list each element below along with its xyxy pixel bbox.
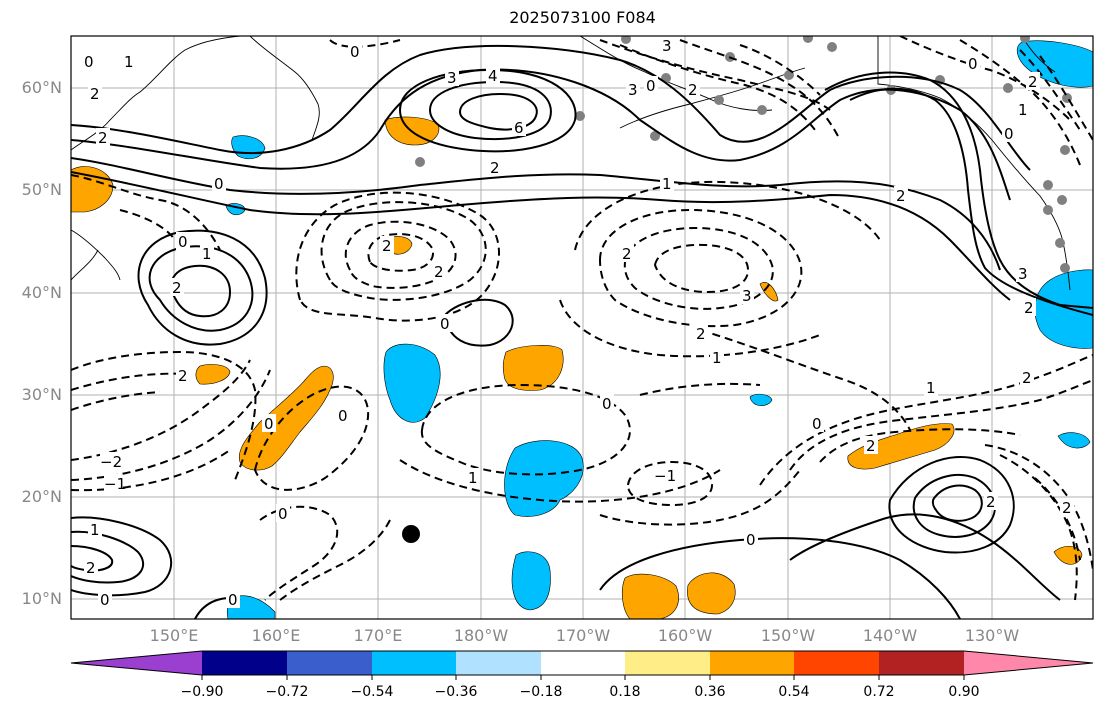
- contour-label: 2: [178, 367, 188, 385]
- contour-label: 0: [228, 591, 238, 609]
- contour-label: 1: [662, 175, 672, 193]
- contour-label: 2: [172, 279, 182, 297]
- colorbar-tick-label: 0.90: [948, 684, 980, 700]
- colorbar-segment: [625, 651, 710, 675]
- lon-label: 150°W: [760, 626, 816, 645]
- lat-label: 60°N: [21, 78, 62, 97]
- contour-label: 0: [350, 43, 360, 61]
- contour-label: 6: [514, 119, 524, 137]
- lon-label: 170°E: [353, 626, 403, 645]
- contour-label: 3: [742, 287, 752, 305]
- colorbar-tick-label: −0.72: [265, 684, 309, 700]
- colorbar-segment: [202, 651, 287, 675]
- contour-label: 2: [1062, 499, 1072, 517]
- graticule: [71, 36, 1093, 619]
- contour-label: 0: [264, 415, 274, 433]
- contour-label: −1: [654, 467, 676, 485]
- lon-label: 140°W: [862, 626, 918, 645]
- colorbar-tick-label: −0.54: [350, 684, 394, 700]
- contour-label: 0: [602, 395, 612, 413]
- lon-label: 160°W: [657, 626, 713, 645]
- lon-label: 150°E: [149, 626, 199, 645]
- lon-label: 180°W: [453, 626, 509, 645]
- contour-label: 0: [746, 531, 756, 549]
- contour-label: 0: [84, 53, 94, 71]
- lat-label: 40°N: [21, 283, 62, 302]
- lat-label: 10°N: [21, 589, 62, 608]
- contour-label: 2: [696, 325, 706, 343]
- contour-label: 1: [926, 379, 936, 397]
- contour-label: 0: [440, 315, 450, 333]
- contour-label: 0: [1004, 125, 1014, 143]
- storm-marker: [402, 525, 420, 543]
- contour-label: 0: [338, 407, 348, 425]
- contour-label: 1: [468, 469, 478, 487]
- contour-label: −2: [100, 453, 122, 471]
- contour-label: 2: [1022, 369, 1032, 387]
- colorbar-segment: [710, 651, 794, 675]
- contour-label: 2: [1028, 73, 1038, 91]
- contour-label: 0: [100, 591, 110, 609]
- contour-label: 2: [490, 159, 500, 177]
- contour-label: 2: [434, 263, 444, 281]
- contour-label: 2: [622, 245, 632, 263]
- contour-label: 0: [812, 415, 822, 433]
- colorbar-segment: [287, 651, 372, 675]
- map-title: 2025073100 F084: [509, 8, 656, 27]
- contour-label: 0: [646, 77, 656, 95]
- contour-label: 0: [968, 55, 978, 73]
- contour-label: 3: [662, 37, 672, 55]
- contour-label: 0: [214, 175, 224, 193]
- map-plot-area: 0 1 2 2 0 3 4 6 2 1 0 0 1 2: [71, 36, 1093, 619]
- colorbar-segment: [541, 651, 625, 675]
- contour-label: 0: [278, 505, 288, 523]
- colorbar-tick-label: 0.18: [609, 684, 641, 700]
- colorbar-segment: [372, 651, 456, 675]
- contour-label: 2: [866, 437, 876, 455]
- lon-label: 170°W: [555, 626, 611, 645]
- contour-label: 2: [986, 493, 996, 511]
- contour-label: 1: [712, 349, 722, 367]
- contour-label: 3: [447, 69, 457, 87]
- contour-labels: 0 1 2 2 0 3 4 6 2 1 0 0 1 2: [82, 36, 1074, 609]
- contour-label: 2: [86, 559, 96, 577]
- contour-label: 3: [628, 81, 638, 99]
- contour-label: 1: [1018, 101, 1028, 119]
- contour-label: 4: [488, 67, 498, 85]
- positive-anomaly-fills: [71, 116, 1083, 619]
- colorbar-tick-label: −0.18: [519, 684, 563, 700]
- contour-label: −1: [104, 475, 126, 493]
- contour-label: 2: [90, 85, 100, 103]
- lat-label: 50°N: [21, 180, 62, 199]
- colorbar-tick-label: 0.72: [863, 684, 895, 700]
- colorbar-extend-max: [964, 651, 1093, 675]
- contour-label: 2: [98, 129, 108, 147]
- colorbar-extend-min: [71, 651, 202, 675]
- contour-label: 1: [124, 53, 134, 71]
- contour-label: 2: [896, 187, 906, 205]
- contour-label: 2: [382, 237, 392, 255]
- colorbar-segment: [879, 651, 964, 675]
- contour-label: 1: [202, 245, 212, 263]
- contour-label: 2: [1024, 299, 1034, 317]
- colorbar: [70, 650, 1094, 680]
- colorbar-segment: [794, 651, 879, 675]
- colorbar-tick-label: 0.36: [694, 684, 726, 700]
- lat-label: 20°N: [21, 487, 62, 506]
- colorbar-segment: [456, 651, 541, 675]
- colorbar-tick-label: 0.54: [778, 684, 810, 700]
- lat-label: 30°N: [21, 385, 62, 404]
- map-frame: [70, 35, 1094, 620]
- colorbar-tick-label: −0.90: [180, 684, 224, 700]
- contour-label: 2: [688, 81, 698, 99]
- contour-label: 1: [90, 521, 100, 539]
- negative-anomaly-fills: [225, 40, 1093, 619]
- lon-label: 160°E: [251, 626, 301, 645]
- colorbar-tick-label: −0.36: [434, 684, 478, 700]
- contour-label: 0: [178, 233, 188, 251]
- contour-label: 3: [1018, 265, 1028, 283]
- lon-label: 130°W: [964, 626, 1020, 645]
